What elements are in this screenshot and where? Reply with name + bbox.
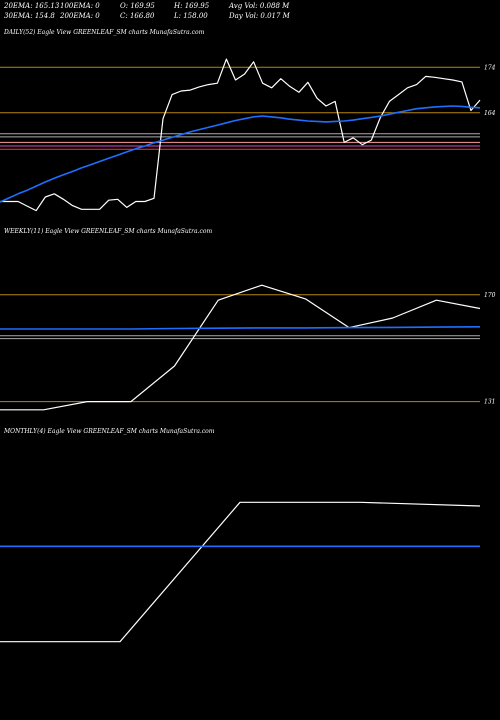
stat-20ema: 20EMA: 165.13 — [3, 2, 60, 10]
stat-high: H: 169.95 — [173, 2, 210, 10]
daily-series-0-line — [0, 58, 481, 212]
stat-100ema: 100EMA: 0 — [60, 2, 100, 10]
daily-panel: 174 164 — [0, 58, 496, 212]
weekly-ytick-label-1: 131 — [484, 399, 495, 406]
monthly-series-0-line — [0, 501, 481, 643]
stat-day-vol: Day Vol: 0.017 M — [228, 12, 291, 20]
stat-close: C: 166.80 — [120, 12, 155, 20]
monthly-panel — [0, 501, 481, 643]
weekly-series-0-line — [0, 284, 481, 411]
stat-low: L: 158.00 — [173, 12, 208, 20]
weekly-panel-title: WEEKLY(11) Eagle View GREENLEAF_SM chart… — [4, 228, 212, 235]
stat-open: O: 169.95 — [120, 2, 155, 10]
weekly-ytick-label-0: 170 — [484, 292, 496, 299]
daily-panel-title: DAILY(52) Eagle View GREENLEAF_SM charts… — [3, 29, 205, 36]
weekly-series-1-line — [0, 326, 481, 330]
stat-200ema: 200EMA: 0 — [59, 12, 100, 20]
daily-series-1-line — [0, 105, 481, 203]
header-stats: 20EMA: 165.13 100EMA: 0 O: 169.95 H: 169… — [3, 2, 291, 20]
daily-ytick-label-0: 174 — [484, 64, 496, 71]
weekly-panel: 170 131 — [0, 284, 496, 411]
stat-30ema: 30EMA: 154.8 — [4, 12, 55, 20]
daily-ytick-label-1: 164 — [484, 110, 496, 117]
stat-avg-vol: Avg Vol: 0.088 M — [228, 2, 290, 10]
monthly-panel-title: MONTHLY(4) Eagle View GREENLEAF_SM chart… — [3, 428, 215, 435]
